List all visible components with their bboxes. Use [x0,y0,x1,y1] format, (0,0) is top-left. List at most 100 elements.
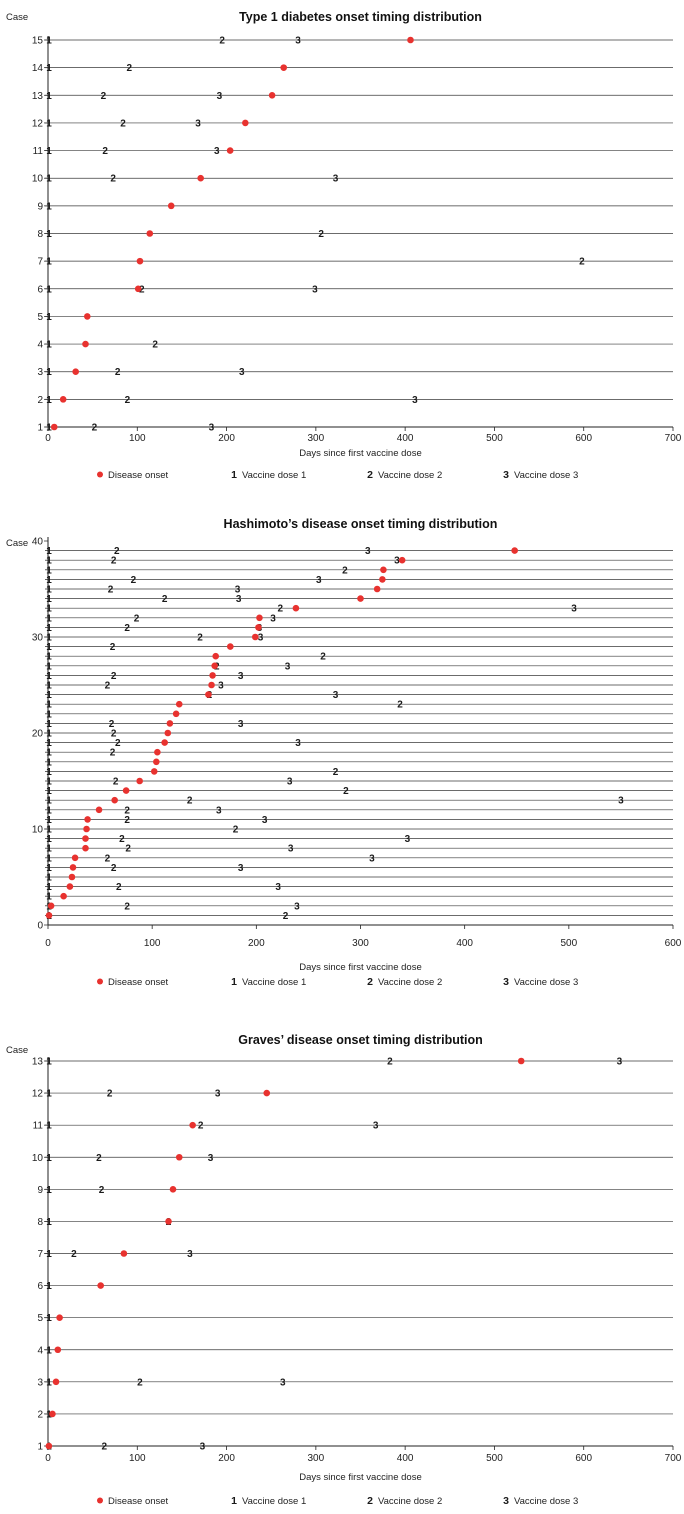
dose3-marker: 3 [236,594,242,605]
y-tick-label: 13 [32,91,44,102]
dose2-marker: 2 [115,367,121,378]
y-tick-label: 4 [37,340,43,351]
dose2-marker: 2 [197,633,203,644]
dose2-marker: 2 [333,767,339,778]
onset-point [56,1314,63,1321]
dose1-marker: 1 [46,36,52,47]
onset-point [166,720,174,727]
dose1-marker: 1 [46,853,52,864]
dose1-marker: 1 [46,1217,52,1228]
onset-point [134,285,142,293]
dose3-marker: 3 [238,719,244,730]
dose3-marker: 3 [238,671,244,682]
onset-point [146,230,154,237]
chart-panel-type1-diabetes: Type 1 diabetes onset timing distributio… [6,10,682,481]
onset-point [52,1378,60,1386]
onset-point [84,816,91,823]
onset-point [175,1153,183,1161]
dose1-marker: 1 [46,63,52,74]
x-tick-label: 0 [45,938,51,949]
dose2-marker: 2 [111,863,117,874]
dose1-marker: 1 [46,681,52,692]
onset-point [97,1282,104,1289]
dose1-marker: 1 [46,805,52,816]
onset-point [82,844,89,852]
y-tick-label: 11 [33,146,44,157]
dose1-marker: 1 [46,825,52,836]
dose3-marker: 3 [280,1377,286,1388]
dose1-marker: 1 [46,585,52,596]
dose1-marker: 1 [46,844,52,855]
chart-title: Hashimoto’s disease onset timing distrib… [224,517,498,531]
y-tick-label: 1 [37,1442,43,1453]
y-tick-label: 14 [32,63,44,74]
dose2-marker: 2 [397,700,403,711]
dose2-marker: 2 [111,729,117,740]
dose2-marker: 2 [233,825,239,836]
y-tick-label: 3 [37,1377,43,1388]
dose2-marker: 2 [187,796,193,807]
x-tick-label: 100 [129,433,146,444]
dose2-marker: 2 [99,1185,105,1196]
legend-dose3-marker: 3 [503,469,509,481]
y-tick-label: 7 [37,257,43,268]
dose1-marker: 1 [46,767,52,778]
dose1-marker: 1 [46,1249,52,1260]
dose3-marker: 3 [216,805,222,816]
onset-point [212,652,220,660]
dose1-marker: 1 [46,284,52,295]
dose1-marker: 1 [46,594,52,605]
dose1-marker: 1 [46,565,52,576]
dose1-marker: 1 [46,623,52,634]
y-tick-label: 12 [32,1089,44,1100]
y-tick-label: 9 [37,201,43,212]
dose3-marker: 3 [218,681,224,692]
legend-dose3-marker: 3 [503,1495,509,1507]
dose1-marker: 1 [46,738,52,749]
dose2-marker: 2 [101,91,107,102]
dose1-marker: 1 [46,748,52,759]
y-tick-label: 15 [32,36,44,47]
onset-point [205,691,212,698]
onset-point [208,681,215,689]
dose1-marker: 1 [46,174,52,185]
dose3-marker: 3 [394,556,400,567]
dose1-marker: 1 [46,395,52,406]
legend-dose2-label: Vaccine dose 2 [378,977,442,988]
onset-point [82,340,89,348]
dose3-marker: 3 [365,546,371,557]
legend-onset-marker [97,1497,103,1504]
onset-point [164,729,172,737]
y-tick-label: 0 [37,921,43,932]
x-tick-label: 200 [218,1453,235,1464]
onset-point [71,854,79,862]
dose3-marker: 3 [412,395,418,406]
dose3-marker: 3 [215,1089,221,1100]
dose2-marker: 2 [110,642,116,653]
dose2-marker: 2 [126,63,132,74]
dose1-marker: 1 [46,423,52,434]
dose2-marker: 2 [110,748,116,759]
legend-dose2-label: Vaccine dose 2 [378,470,442,481]
dose1-marker: 1 [46,1185,52,1196]
y-tick-label: 7 [37,1249,43,1260]
dose2-marker: 2 [109,719,115,730]
x-tick-label: 0 [45,433,51,444]
legend-dose2-marker: 2 [367,976,373,988]
dose2-marker: 2 [105,853,111,864]
y-tick-label: 5 [37,1313,43,1324]
dose2-marker: 2 [120,118,126,129]
legend-dose1-marker: 1 [231,976,237,988]
onset-point [373,585,381,593]
onset-point [268,91,276,99]
x-tick-label: 300 [352,938,369,949]
onset-point [59,396,67,403]
onset-point [255,624,262,631]
dose2-marker: 2 [318,229,324,240]
y-tick-label: 20 [32,729,44,740]
dose1-marker: 1 [46,1089,52,1100]
y-tick-label: 10 [32,1153,44,1164]
onset-point [380,566,387,574]
dose2-marker: 2 [320,652,326,663]
